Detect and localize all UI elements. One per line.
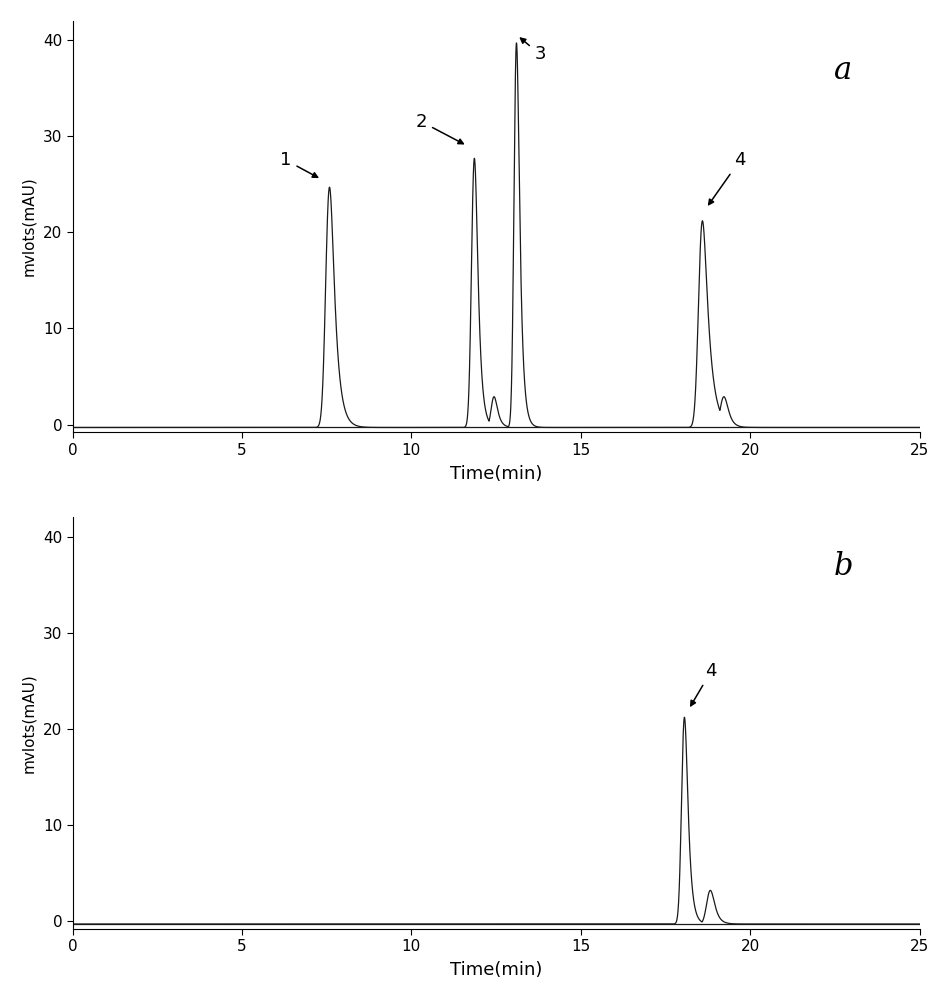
Y-axis label: mvlots(mAU): mvlots(mAU) bbox=[21, 673, 36, 773]
Text: 4: 4 bbox=[709, 151, 746, 205]
Text: 4: 4 bbox=[691, 662, 717, 706]
Y-axis label: mvlots(mAU): mvlots(mAU) bbox=[21, 177, 36, 276]
X-axis label: Time(min): Time(min) bbox=[450, 465, 542, 483]
Text: a: a bbox=[834, 55, 852, 86]
Text: 1: 1 bbox=[280, 151, 317, 177]
X-axis label: Time(min): Time(min) bbox=[450, 961, 542, 979]
Text: 2: 2 bbox=[416, 113, 464, 144]
Text: b: b bbox=[833, 551, 853, 582]
Text: 3: 3 bbox=[521, 38, 546, 63]
